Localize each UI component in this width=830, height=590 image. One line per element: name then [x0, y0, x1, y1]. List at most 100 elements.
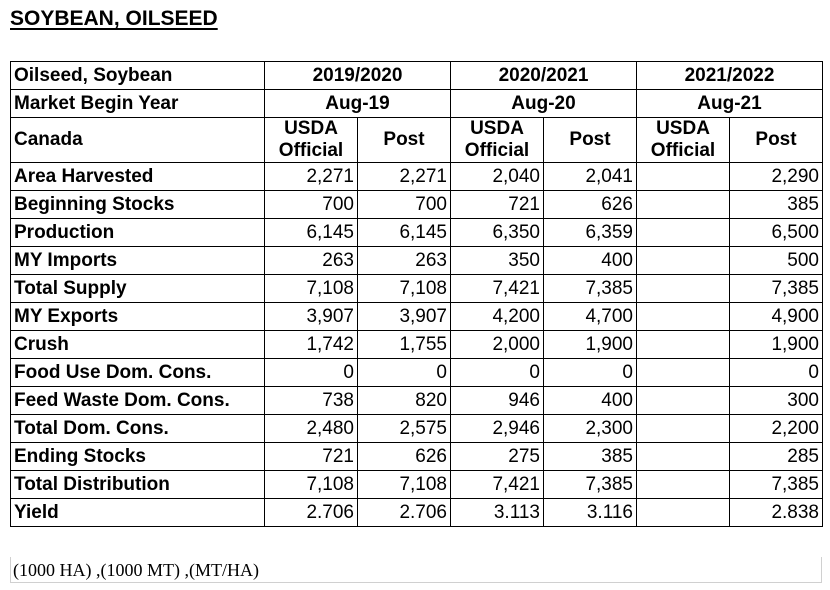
cell-value: 263: [264, 246, 358, 275]
market-year-label: Market Begin Year: [10, 89, 265, 118]
country-label: Canada: [10, 117, 265, 163]
cell-value: 6,359: [543, 218, 637, 247]
usda-official-header: USDA Official: [636, 117, 730, 163]
cell-value: [636, 498, 730, 527]
cell-value: 738: [264, 386, 358, 415]
row-label: Total Dom. Cons.: [10, 414, 265, 443]
cell-value: 2,271: [357, 162, 451, 191]
row-label: Area Harvested: [10, 162, 265, 191]
cell-value: 2.706: [264, 498, 358, 527]
cell-value: 263: [357, 246, 451, 275]
row-label: MY Exports: [10, 302, 265, 331]
cell-value: 2,300: [543, 414, 637, 443]
table-row: Feed Waste Dom. Cons. 738 820 946 400 300: [10, 386, 823, 415]
cell-value: 2,041: [543, 162, 637, 191]
cell-value: 626: [543, 190, 637, 219]
cell-value: 7,108: [264, 470, 358, 499]
cell-value: 1,742: [264, 330, 358, 359]
cell-value: [636, 274, 730, 303]
cell-value: 0: [450, 358, 544, 387]
table-row: Production 6,145 6,145 6,350 6,359 6,500: [10, 218, 823, 247]
cell-value: 2.838: [729, 498, 823, 527]
data-rows: Area Harvested 2,271 2,271 2,040 2,041 2,290 B…: [10, 162, 823, 527]
cell-value: 2,575: [357, 414, 451, 443]
cell-value: 6,500: [729, 218, 823, 247]
cell-value: 6,145: [264, 218, 358, 247]
header-row-commodity: Oilseed, Soybean 2019/2020 2020/2021 202…: [10, 61, 823, 90]
cell-value: 721: [450, 190, 544, 219]
cell-value: 626: [357, 442, 451, 471]
cell-value: 6,145: [357, 218, 451, 247]
cell-value: 385: [543, 442, 637, 471]
post-header: Post: [543, 117, 637, 163]
cell-value: 350: [450, 246, 544, 275]
cell-value: [636, 190, 730, 219]
usda-official-header: USDA Official: [264, 117, 358, 163]
cell-value: 4,200: [450, 302, 544, 331]
cell-value: [636, 470, 730, 499]
cell-value: 3.116: [543, 498, 637, 527]
cell-value: 7,385: [543, 470, 637, 499]
cell-value: 7,385: [729, 274, 823, 303]
row-label: Beginning Stocks: [10, 190, 265, 219]
cell-value: 3,907: [264, 302, 358, 331]
cell-value: 0: [543, 358, 637, 387]
year-2020-label: 2020/2021: [450, 61, 637, 90]
row-label: Total Distribution: [10, 470, 265, 499]
row-label: MY Imports: [10, 246, 265, 275]
table-row: Yield 2.706 2.706 3.113 3.116 2.838: [10, 498, 823, 527]
cell-value: 2,271: [264, 162, 358, 191]
cell-value: 0: [264, 358, 358, 387]
row-label: Feed Waste Dom. Cons.: [10, 386, 265, 415]
table-row: Total Supply 7,108 7,108 7,421 7,385 7,385: [10, 274, 823, 303]
cell-value: 4,700: [543, 302, 637, 331]
units-note: (1000 HA) ,(1000 MT) ,(MT/HA): [10, 557, 822, 583]
cell-value: 500: [729, 246, 823, 275]
cell-value: 700: [357, 190, 451, 219]
header-row-sources: Canada USDA Official Post USDA Official Po…: [10, 117, 823, 163]
cell-value: 2,480: [264, 414, 358, 443]
year-2021-begin: Aug-21: [636, 89, 823, 118]
cell-value: 2.706: [357, 498, 451, 527]
row-label: Crush: [10, 330, 265, 359]
cell-value: [636, 162, 730, 191]
year-2019-label: 2019/2020: [264, 61, 451, 90]
cell-value: 275: [450, 442, 544, 471]
cell-value: 1,900: [729, 330, 823, 359]
header-row-market-year: Market Begin Year Aug-19 Aug-20 Aug-21: [10, 89, 823, 118]
cell-value: 7,108: [357, 470, 451, 499]
cell-value: [636, 330, 730, 359]
cell-value: 285: [729, 442, 823, 471]
cell-value: 3,907: [357, 302, 451, 331]
row-label: Yield: [10, 498, 265, 527]
page-title: SOYBEAN, OILSEED: [10, 7, 218, 30]
table-row: Area Harvested 2,271 2,271 2,040 2,041 2,290: [10, 162, 823, 191]
cell-value: 1,900: [543, 330, 637, 359]
table-row: Crush 1,742 1,755 2,000 1,900 1,900: [10, 330, 823, 359]
cell-value: 7,385: [729, 470, 823, 499]
post-header: Post: [729, 117, 823, 163]
table-row: MY Exports 3,907 3,907 4,200 4,700 4,900: [10, 302, 823, 331]
cell-value: 721: [264, 442, 358, 471]
cell-value: 400: [543, 246, 637, 275]
cell-value: 7,385: [543, 274, 637, 303]
cell-value: 2,040: [450, 162, 544, 191]
cell-value: 385: [729, 190, 823, 219]
table-row: Total Dom. Cons. 2,480 2,575 2,946 2,300 2,20…: [10, 414, 823, 443]
cell-value: [636, 386, 730, 415]
psd-table: Oilseed, Soybean 2019/2020 2020/2021 202…: [10, 61, 823, 527]
cell-value: 2,290: [729, 162, 823, 191]
cell-value: 7,108: [264, 274, 358, 303]
usda-official-header: USDA Official: [450, 117, 544, 163]
cell-value: 7,421: [450, 470, 544, 499]
table-row: MY Imports 263 263 350 400 500: [10, 246, 823, 275]
row-label: Food Use Dom. Cons.: [10, 358, 265, 387]
cell-value: [636, 414, 730, 443]
year-2020-begin: Aug-20: [450, 89, 637, 118]
cell-value: 400: [543, 386, 637, 415]
table-row: Food Use Dom. Cons. 0 0 0 0 0: [10, 358, 823, 387]
row-label: Total Supply: [10, 274, 265, 303]
cell-value: 300: [729, 386, 823, 415]
cell-value: 7,108: [357, 274, 451, 303]
cell-value: 4,900: [729, 302, 823, 331]
